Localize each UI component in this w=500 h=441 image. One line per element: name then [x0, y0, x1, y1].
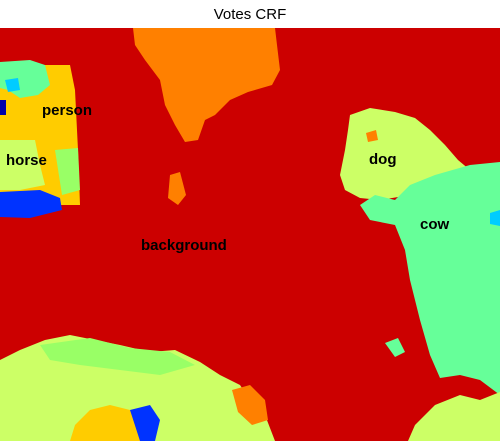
- label-horse: horse: [6, 152, 47, 169]
- region-cow-small: [385, 338, 405, 357]
- region-dog-orange: [366, 130, 378, 142]
- region-cow: [360, 162, 500, 395]
- region-orange-top: [133, 28, 280, 142]
- region-left-green: [55, 148, 80, 195]
- region-left-navy: [0, 100, 6, 115]
- region-bottom-blue: [130, 405, 160, 441]
- segmentation-map: [0, 28, 500, 441]
- region-orange-small: [168, 172, 186, 205]
- label-background: background: [141, 237, 227, 254]
- segmentation-svg: [0, 28, 500, 441]
- label-person: person: [42, 102, 93, 119]
- region-bottom-light-green: [40, 338, 195, 375]
- label-cow: cow: [420, 216, 450, 233]
- region-bottom-orange: [232, 385, 268, 425]
- label-dog: dog: [369, 151, 397, 168]
- region-left-lime: [0, 140, 45, 190]
- region-cow-cyan: [490, 210, 500, 226]
- region-bottom-yellow: [70, 405, 150, 441]
- region-bottom-right-green: [408, 392, 500, 441]
- figure-title: Votes CRF: [0, 0, 500, 28]
- region-left-cyan: [5, 78, 20, 92]
- region-left-blue: [0, 190, 62, 218]
